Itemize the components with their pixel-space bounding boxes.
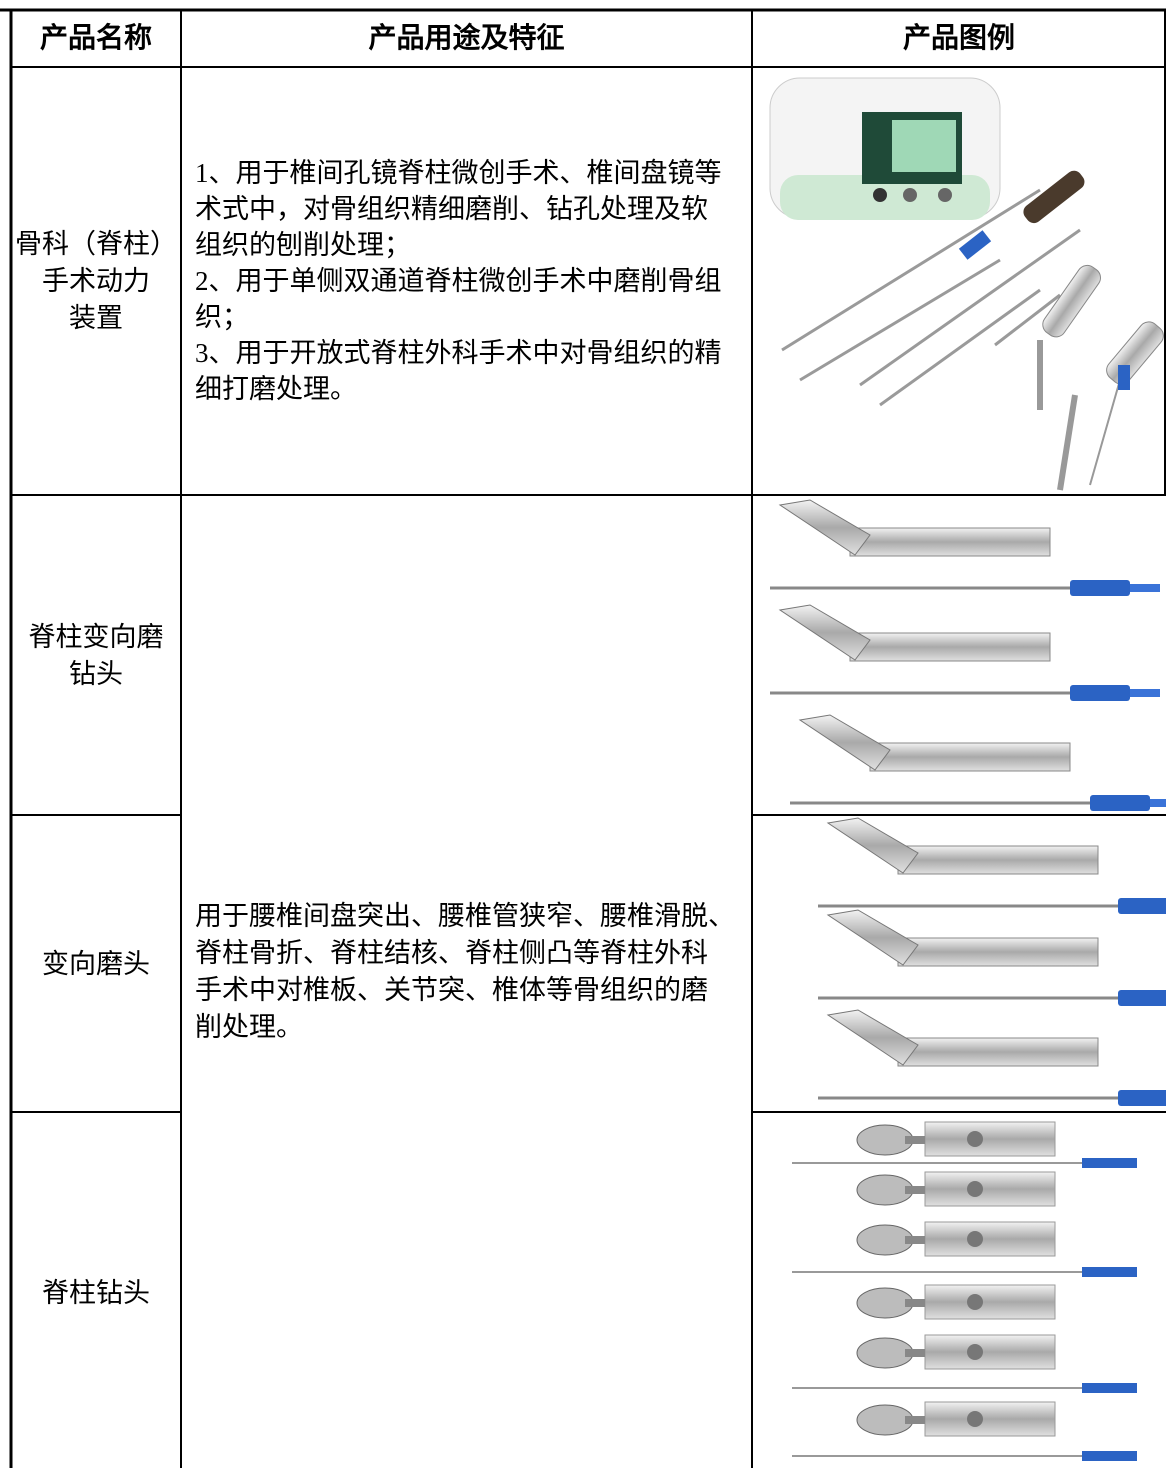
product-name: 装置	[69, 303, 123, 333]
product-image-power-unit	[769, 77, 1164, 491]
product-image-drill-bit	[791, 1122, 1138, 1462]
description-line: 术式中，对骨组织精细磨削、钻孔处理及软	[195, 194, 708, 224]
product-name: 手术动力	[42, 266, 150, 296]
description-line: 削处理。	[195, 1012, 303, 1042]
description-line: 脊柱骨折、脊柱结核、脊柱侧凸等脊柱外科	[195, 938, 708, 968]
product-name: 脊柱钻头	[42, 1278, 150, 1308]
description-line: 3、用于开放式脊柱外科手术中对骨组织的精	[195, 338, 722, 368]
description-line: 用于腰椎间盘突出、腰椎管狭窄、腰椎滑脱、	[195, 901, 735, 931]
description-line: 织；	[195, 302, 249, 332]
description-line: 1、用于椎间孔镜脊柱微创手术、椎间盘镜等	[195, 158, 722, 188]
description-line: 手术中对椎板、关节突、椎体等骨组织的磨	[195, 975, 708, 1005]
description-line: 组织的刨削处理；	[195, 230, 411, 260]
product-image-angled-burr	[768, 498, 1166, 813]
description-line: 细打磨处理。	[195, 374, 357, 404]
table-borders	[0, 8, 1166, 1468]
product-name: 钻头	[69, 658, 123, 689]
product-name: 骨科（脊柱）	[15, 229, 177, 259]
product-name: 变向磨头	[42, 948, 150, 979]
header-cell: 产品名称	[39, 23, 152, 54]
header-cell: 产品图例	[902, 23, 1015, 54]
description-line: 2、用于单侧双通道脊柱微创手术中磨削骨组	[195, 266, 722, 296]
product-name: 脊柱变向磨	[28, 621, 164, 652]
header-cell: 产品用途及特征	[368, 23, 565, 54]
product-image-angled-head	[816, 816, 1166, 1108]
